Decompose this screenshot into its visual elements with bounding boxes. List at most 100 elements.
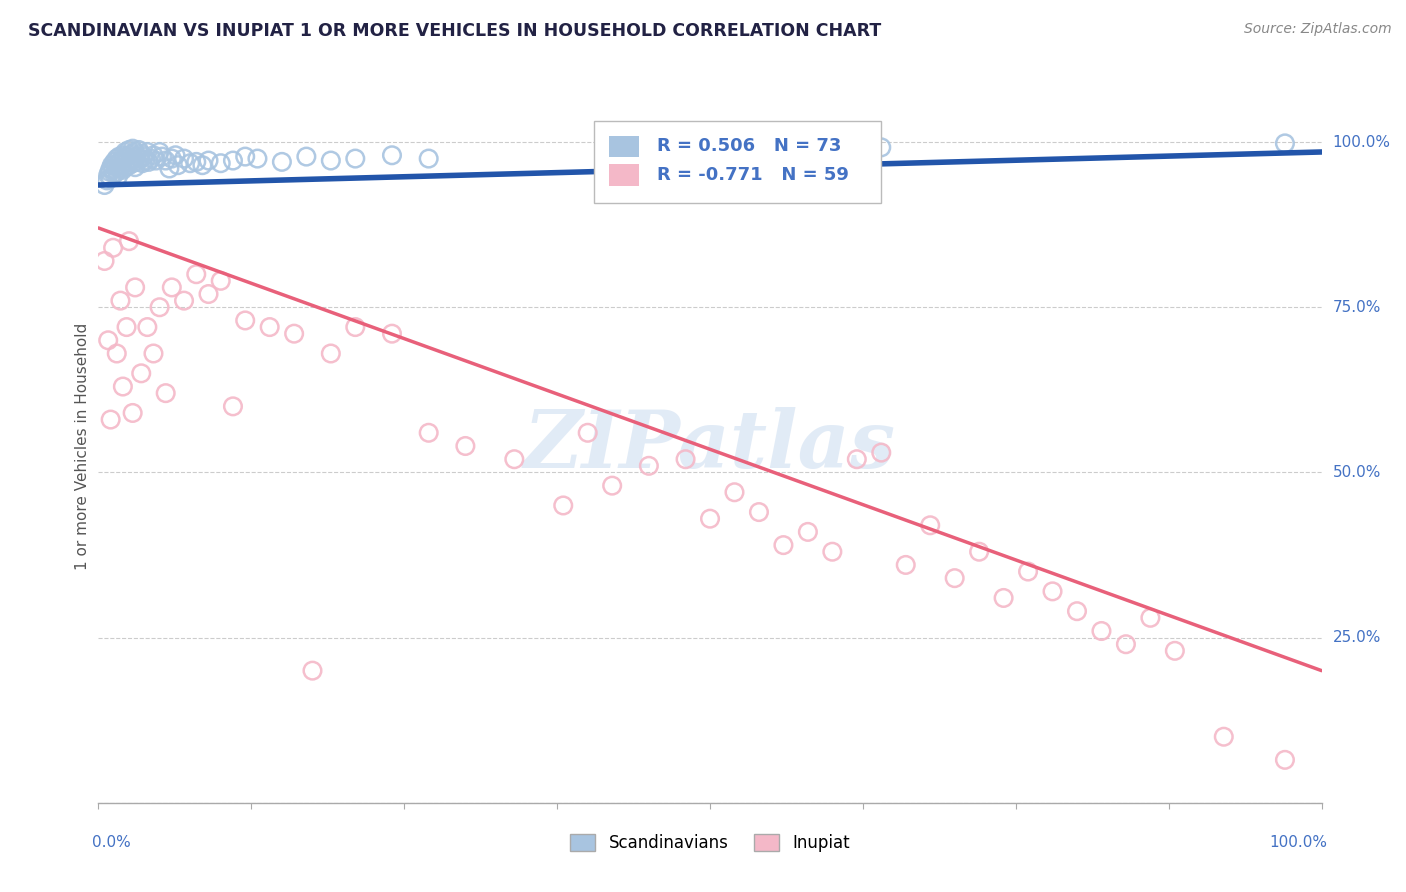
Point (173, 293, 195, 308)
Point (845, 452, 868, 467)
Point (943, 571, 966, 585)
Point (93, 254, 115, 268)
Point (136, 145, 159, 159)
Point (319, 346, 342, 360)
Point (107, 156, 129, 170)
Point (381, 326, 404, 341)
Point (157, 161, 180, 176)
Point (134, 153, 156, 168)
Point (142, 148, 165, 162)
Text: 50.0%: 50.0% (1333, 465, 1381, 480)
Point (418, 425, 440, 440)
Point (136, 320, 159, 334)
Legend: Scandinavians, Inupiat: Scandinavians, Inupiat (564, 827, 856, 859)
Point (454, 439, 477, 453)
Point (637, 458, 661, 473)
Point (122, 152, 145, 166)
Point (1090, 624, 1112, 638)
Point (129, 367, 152, 381)
Point (125, 150, 148, 164)
Point (553, 499, 575, 513)
FancyBboxPatch shape (593, 121, 882, 203)
Point (139, 152, 162, 166)
Point (121, 156, 143, 170)
Point (222, 153, 245, 168)
Bar (609, 136, 640, 157)
Point (870, 445, 893, 459)
Point (132, 150, 155, 164)
Point (821, 545, 844, 559)
Point (155, 386, 177, 401)
Point (160, 152, 183, 166)
Point (259, 320, 281, 334)
Point (576, 425, 599, 440)
Point (107, 169, 129, 184)
Point (797, 524, 820, 539)
Point (121, 142, 143, 156)
Text: 100.0%: 100.0% (1333, 135, 1391, 150)
Point (111, 158, 134, 172)
Point (1139, 611, 1161, 625)
Point (97, 333, 120, 347)
Point (418, 152, 440, 166)
Point (105, 165, 128, 179)
Point (1164, 644, 1187, 658)
Point (129, 152, 152, 166)
Point (105, 346, 128, 360)
Point (124, 145, 146, 159)
Point (1212, 730, 1234, 744)
Point (115, 320, 138, 334)
Point (149, 145, 172, 159)
Point (97, 168, 120, 182)
Text: R = 0.506   N = 73: R = 0.506 N = 73 (658, 137, 842, 155)
Point (381, 148, 404, 162)
Point (127, 154, 149, 169)
Point (114, 160, 136, 174)
Point (142, 346, 165, 360)
Point (173, 152, 195, 166)
Point (344, 320, 367, 334)
Point (115, 154, 138, 169)
Point (222, 400, 245, 414)
Point (167, 158, 190, 172)
Point (100, 171, 122, 186)
Point (197, 287, 219, 301)
Point (114, 145, 136, 159)
Text: R = -0.771   N = 59: R = -0.771 N = 59 (658, 166, 849, 184)
Point (118, 143, 141, 157)
Point (101, 241, 124, 255)
Point (870, 140, 893, 154)
Point (503, 452, 526, 467)
Point (149, 300, 172, 314)
Point (150, 150, 173, 164)
Point (748, 505, 770, 519)
Point (191, 158, 214, 172)
Point (967, 545, 990, 559)
Point (675, 452, 697, 467)
Point (894, 558, 917, 572)
Point (129, 147, 152, 161)
Point (155, 153, 177, 168)
Point (117, 150, 139, 164)
Text: ZIPatlas: ZIPatlas (524, 408, 896, 484)
Point (101, 158, 124, 172)
Point (131, 156, 153, 170)
Point (1115, 637, 1137, 651)
Point (319, 153, 342, 168)
Point (283, 326, 305, 341)
Point (993, 591, 1015, 605)
Point (1274, 753, 1296, 767)
Point (118, 234, 141, 248)
Point (186, 154, 208, 169)
Point (197, 153, 219, 168)
Text: SCANDINAVIAN VS INUPIAT 1 OR MORE VEHICLES IN HOUSEHOLD CORRELATION CHART: SCANDINAVIAN VS INUPIAT 1 OR MORE VEHICL… (28, 22, 882, 40)
Point (110, 153, 132, 168)
Point (100, 412, 122, 426)
Point (160, 280, 183, 294)
Point (120, 147, 142, 161)
Point (138, 154, 160, 169)
Point (1066, 604, 1088, 618)
Point (295, 150, 318, 164)
Y-axis label: 1 or more Vehicles in Household: 1 or more Vehicles in Household (75, 322, 90, 570)
Point (105, 152, 128, 166)
